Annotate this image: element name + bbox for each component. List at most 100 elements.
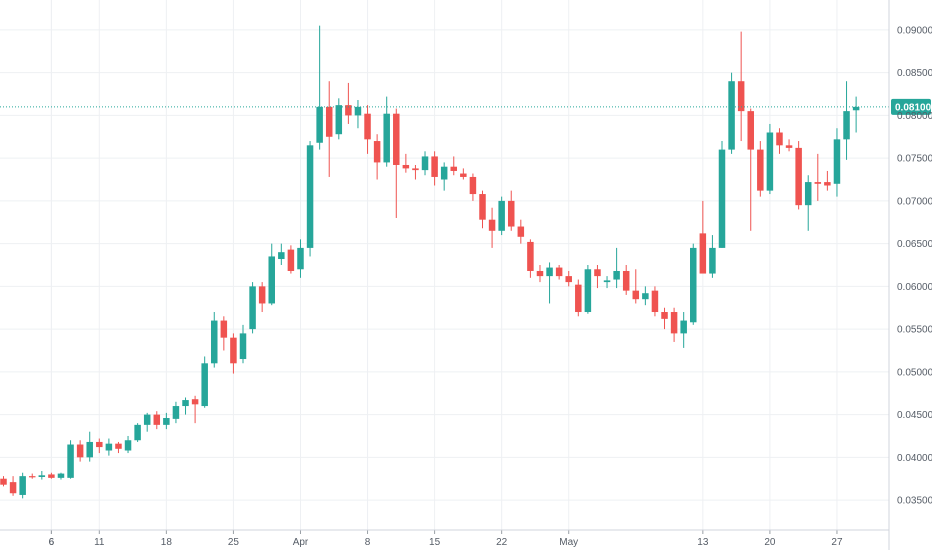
candle-body xyxy=(642,293,649,300)
candle-body xyxy=(249,286,256,330)
candle xyxy=(479,190,486,229)
candle-body xyxy=(852,106,860,111)
x-tick-label: 25 xyxy=(228,537,240,548)
candle-body xyxy=(316,106,323,143)
candle xyxy=(575,279,582,317)
candle xyxy=(211,312,218,368)
candle xyxy=(613,247,620,289)
candle-body xyxy=(440,166,448,180)
candle xyxy=(278,243,285,265)
candle-body xyxy=(268,256,275,304)
candle xyxy=(517,219,525,244)
candle xyxy=(785,139,793,152)
x-tick-label: 11 xyxy=(94,537,105,548)
candle-body xyxy=(239,333,247,360)
candle xyxy=(536,265,544,283)
candle xyxy=(565,270,572,287)
candle-body xyxy=(690,247,697,323)
candle xyxy=(345,82,352,124)
candle xyxy=(354,100,362,129)
candle-body xyxy=(19,476,26,495)
candle-body xyxy=(555,267,563,277)
candle-body xyxy=(9,482,17,494)
candle xyxy=(757,141,764,197)
candle-body xyxy=(28,476,36,478)
candle-body xyxy=(86,441,93,458)
candle xyxy=(795,141,802,210)
candle xyxy=(134,423,141,442)
candle xyxy=(709,235,716,278)
candle xyxy=(431,151,438,186)
candle xyxy=(163,412,170,430)
candle-body xyxy=(622,270,630,291)
candle xyxy=(412,164,419,180)
candle-body xyxy=(804,182,812,206)
candle-body xyxy=(680,320,687,334)
candle xyxy=(498,196,505,236)
candle-body xyxy=(766,132,774,191)
candle-body xyxy=(546,267,553,277)
candle-body xyxy=(661,312,668,319)
x-tick-label: 27 xyxy=(831,537,843,548)
candle-body xyxy=(709,247,716,274)
candle-body xyxy=(115,443,122,449)
candle xyxy=(191,395,199,424)
candle-body xyxy=(728,81,735,150)
candle xyxy=(316,25,323,150)
candle xyxy=(306,141,314,257)
candle xyxy=(124,435,132,454)
candle xyxy=(19,472,26,499)
candle xyxy=(546,262,553,304)
candle-body xyxy=(575,284,582,313)
candle xyxy=(230,333,237,374)
candle-body xyxy=(354,106,362,116)
x-tick-label: 6 xyxy=(49,537,55,548)
candle-body xyxy=(364,113,371,140)
candle-body xyxy=(134,424,141,441)
candle xyxy=(143,412,151,432)
candle-body xyxy=(450,166,458,171)
candle xyxy=(594,265,601,289)
candle-body xyxy=(412,168,419,171)
candle-body xyxy=(163,418,170,425)
candle-body xyxy=(824,182,831,186)
candle-body xyxy=(191,399,199,405)
candle-body xyxy=(278,252,285,260)
candle xyxy=(632,269,640,304)
candle xyxy=(182,397,189,415)
candle xyxy=(28,473,36,479)
candle xyxy=(402,153,410,173)
candle-body xyxy=(517,226,525,237)
candle xyxy=(239,324,247,364)
candle-body xyxy=(297,247,304,270)
candle xyxy=(824,170,831,191)
candle xyxy=(804,175,812,231)
candle xyxy=(115,441,122,454)
candle xyxy=(172,401,180,424)
candle-body xyxy=(220,320,228,338)
candle xyxy=(201,356,208,408)
x-tick-label: 13 xyxy=(697,537,709,548)
x-tick-label: 18 xyxy=(161,537,173,548)
candle xyxy=(393,108,400,218)
x-tick-label: 20 xyxy=(764,537,776,548)
x-tick-label: May xyxy=(559,537,578,548)
candle-body xyxy=(143,414,151,425)
candle-body xyxy=(96,441,103,448)
candle-body xyxy=(76,444,84,458)
candle-body xyxy=(737,81,745,112)
candle xyxy=(852,96,860,133)
candle-body xyxy=(48,474,55,478)
candle-body xyxy=(565,276,572,283)
candle xyxy=(670,307,678,342)
candle xyxy=(86,431,93,462)
